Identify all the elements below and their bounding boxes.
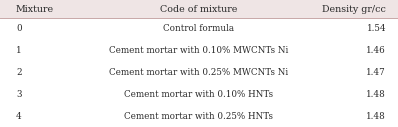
Text: 1.48: 1.48: [366, 112, 386, 121]
Text: 0: 0: [16, 24, 21, 33]
Text: Density gr/cc: Density gr/cc: [322, 4, 386, 13]
Bar: [0, 0, 398, 18]
Text: 2: 2: [16, 68, 21, 77]
Text: 1.46: 1.46: [366, 46, 386, 55]
Text: 1: 1: [16, 46, 21, 55]
Text: 4: 4: [16, 112, 21, 121]
Text: 1.54: 1.54: [367, 24, 386, 33]
Text: Cement mortar with 0.25% HNTs: Cement mortar with 0.25% HNTs: [125, 112, 273, 121]
Text: 1.48: 1.48: [366, 90, 386, 99]
Text: Cement mortar with 0.10% MWCNTs Ni: Cement mortar with 0.10% MWCNTs Ni: [109, 46, 289, 55]
Text: Code of mixture: Code of mixture: [160, 4, 238, 13]
Text: Cement mortar with 0.10% HNTs: Cement mortar with 0.10% HNTs: [125, 90, 273, 99]
Text: Mixture: Mixture: [16, 4, 54, 13]
Text: Cement mortar with 0.25% MWCNTs Ni: Cement mortar with 0.25% MWCNTs Ni: [109, 68, 289, 77]
Text: 3: 3: [16, 90, 21, 99]
Text: Control formula: Control formula: [164, 24, 234, 33]
Text: 1.47: 1.47: [366, 68, 386, 77]
